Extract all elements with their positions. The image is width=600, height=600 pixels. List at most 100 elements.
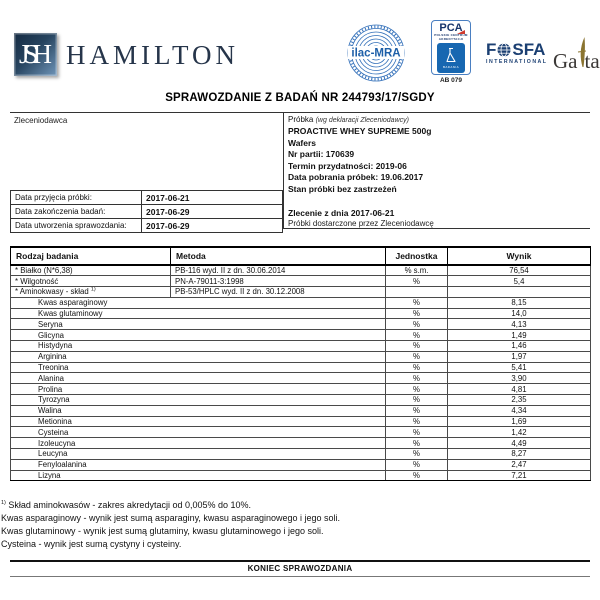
result: 4,34 xyxy=(447,404,591,417)
result-row: Fenyloalanina% 2,47 xyxy=(10,458,591,471)
analyte-name: Glicyna xyxy=(10,329,386,342)
analyte-name: Izoleucyna xyxy=(10,437,386,450)
pca-red-wedge-icon xyxy=(456,30,465,34)
result: 5,41 xyxy=(447,361,591,374)
result: 1,49 xyxy=(447,329,591,342)
unit: % s.m. xyxy=(385,264,448,277)
unit: % xyxy=(385,275,448,288)
result-row: Kwas glutaminowy% 14,0 xyxy=(10,307,591,320)
sample-label-row: Próbka (wg deklaracji Zleceniodawcy) xyxy=(288,114,586,126)
date-label: Data utworzenia sprawozdania: xyxy=(10,218,142,233)
result xyxy=(447,286,591,298)
unit: % xyxy=(385,469,448,482)
end-top-rule xyxy=(10,560,590,562)
result: 14,0 xyxy=(447,307,591,320)
info-top-rule xyxy=(10,112,590,113)
analyte-name: Walina xyxy=(10,404,386,417)
pca-subtitle-line2: AKREDYTACJI xyxy=(438,36,464,41)
unit: % xyxy=(385,340,448,352)
result-row: Metionina% 1,69 xyxy=(10,415,591,428)
hamilton-wordmark: HAMILTON xyxy=(66,40,240,70)
unit: % xyxy=(385,437,448,450)
result: 5,4 xyxy=(447,275,591,288)
result-row: Walina% 4,34 xyxy=(10,404,591,417)
sample-box-bottom-rule xyxy=(283,228,590,229)
globe-icon xyxy=(497,43,511,57)
result: 1,42 xyxy=(447,426,591,439)
result: 8,27 xyxy=(447,448,591,460)
end-bottom-rule xyxy=(10,576,590,577)
sample-line: Nr partii: 170639 xyxy=(288,149,355,160)
order-date-line: Zlecenie z dnia 2017-06-21 xyxy=(288,207,395,218)
info-vertical-divider xyxy=(283,112,284,229)
result: 3,90 xyxy=(447,372,591,385)
analyte-name: * Aminokwasy - skład 1) xyxy=(10,286,171,298)
unit: % xyxy=(385,404,448,417)
result-row: Izoleucyna% 4,49 xyxy=(10,437,591,450)
method: PB-53/HPLC wyd. II z dn. 30.12.2008 xyxy=(170,286,386,298)
pca-flask-tile: BADANIA xyxy=(437,43,465,73)
pca-accreditation-badge: PCA POLSKIE CENTRUM AKREDYTACJI BADANIA … xyxy=(431,20,471,84)
sample-panel: Próbka (wg deklaracji Zleceniodawcy) PRO… xyxy=(288,114,586,229)
col-header-result: Wynik xyxy=(447,246,591,266)
unit: % xyxy=(385,383,448,396)
unit: % xyxy=(385,394,448,406)
results-table: Rodzaj badania Metoda Jednostka Wynik * … xyxy=(10,246,591,482)
result-row: Tyrozyna% 2,35 xyxy=(10,394,591,406)
col-header-unit: Jednostka xyxy=(385,246,448,266)
date-row: Data przyjęcia próbki: 2017-06-21 xyxy=(10,190,283,205)
sample-label-note: (wg deklaracji Zleceniodawcy) xyxy=(315,117,409,124)
unit: % xyxy=(385,458,448,471)
footnote-line: Kwas glutaminowy - wynik jest sumą gluta… xyxy=(1,526,324,536)
footnotes: 1) Skład aminokwasów - zakres akredytacj… xyxy=(1,499,340,551)
dates-table: Data przyjęcia próbki: 2017-06-21 Data zak… xyxy=(10,190,283,233)
sample-lines: PROACTIVE WHEY SUPREME 500g Wafers Nr part… xyxy=(288,126,586,196)
analyte-name: Kwas asparaginowy xyxy=(10,296,386,309)
analyte-name: Histydyna xyxy=(10,340,386,352)
sample-label: Próbka xyxy=(288,115,314,124)
result-row: Alanina% 3,90 xyxy=(10,372,591,385)
unit: % xyxy=(385,448,448,460)
result-row: * Białko (N*6,38) PB-116 wyd. II z dn. 30… xyxy=(10,264,591,277)
results-header-row: Rodzaj badania Metoda Jednostka Wynik xyxy=(10,246,591,266)
result-row: Leucyna% 8,27 xyxy=(10,448,591,460)
analyte-name: Arginina xyxy=(10,350,386,363)
footnote-line: Cysteina - wynik jest sumą cystyny i cys… xyxy=(1,539,182,549)
result-row: Treonina% 5,41 xyxy=(10,361,591,374)
sample-line: Termin przydatności: 2019-06 xyxy=(288,160,407,171)
sample-line: Data pobrania próbek: 19.06.2017 xyxy=(288,172,424,183)
date-value: 2017-06-21 xyxy=(141,190,283,205)
analyte-name: Cysteina xyxy=(10,426,386,439)
date-row: Data zakończenia badań: 2017-06-29 xyxy=(10,204,283,219)
result-row: Prolina% 4,81 xyxy=(10,383,591,396)
wheat-leaf-icon xyxy=(577,37,586,67)
date-row: Data utworzenia sprawozdania: 2017-06-29 xyxy=(10,218,283,233)
result: 1,46 xyxy=(447,340,591,352)
pca-wordmark: PCA xyxy=(439,22,465,34)
analyte-name: Leucyna xyxy=(10,448,386,460)
flask-icon xyxy=(446,47,456,63)
result: 4,13 xyxy=(447,318,591,331)
analyte-name: Metionina xyxy=(10,415,386,428)
result: 2,35 xyxy=(447,394,591,406)
analyte-name: * Wilgotność xyxy=(10,275,171,288)
dates-body: Data przyjęcia próbki: 2017-06-21 Data zak… xyxy=(10,190,283,233)
analyte-name: * Białko (N*6,38) xyxy=(10,264,171,277)
unit: % xyxy=(385,307,448,320)
analyte-name: Tyrozyna xyxy=(10,394,386,406)
sample-line: Stan próbki bez zastrzeżeń xyxy=(288,183,397,194)
result-row: Histydyna% 1,46 xyxy=(10,340,591,352)
pca-badania-label: BADANIA xyxy=(443,65,459,69)
pca-subtitle-line1: POLSKIE CENTRUM xyxy=(434,33,468,37)
method: PN-A-79011-3:1998 xyxy=(170,275,386,288)
col-header-method: Metoda xyxy=(170,246,386,266)
sample-line: Wafers xyxy=(288,137,317,148)
analyte-name: Treonina xyxy=(10,361,386,374)
result: 2,47 xyxy=(447,458,591,471)
result: 1,69 xyxy=(447,415,591,428)
fosfa-international-label: INTERNATIONAL xyxy=(486,59,548,65)
analyte-name: Kwas glutaminowy xyxy=(10,307,386,320)
footnote-line: Kwas asparaginowy - wynik jest sumą aspa… xyxy=(1,513,341,523)
unit: % xyxy=(385,361,448,374)
